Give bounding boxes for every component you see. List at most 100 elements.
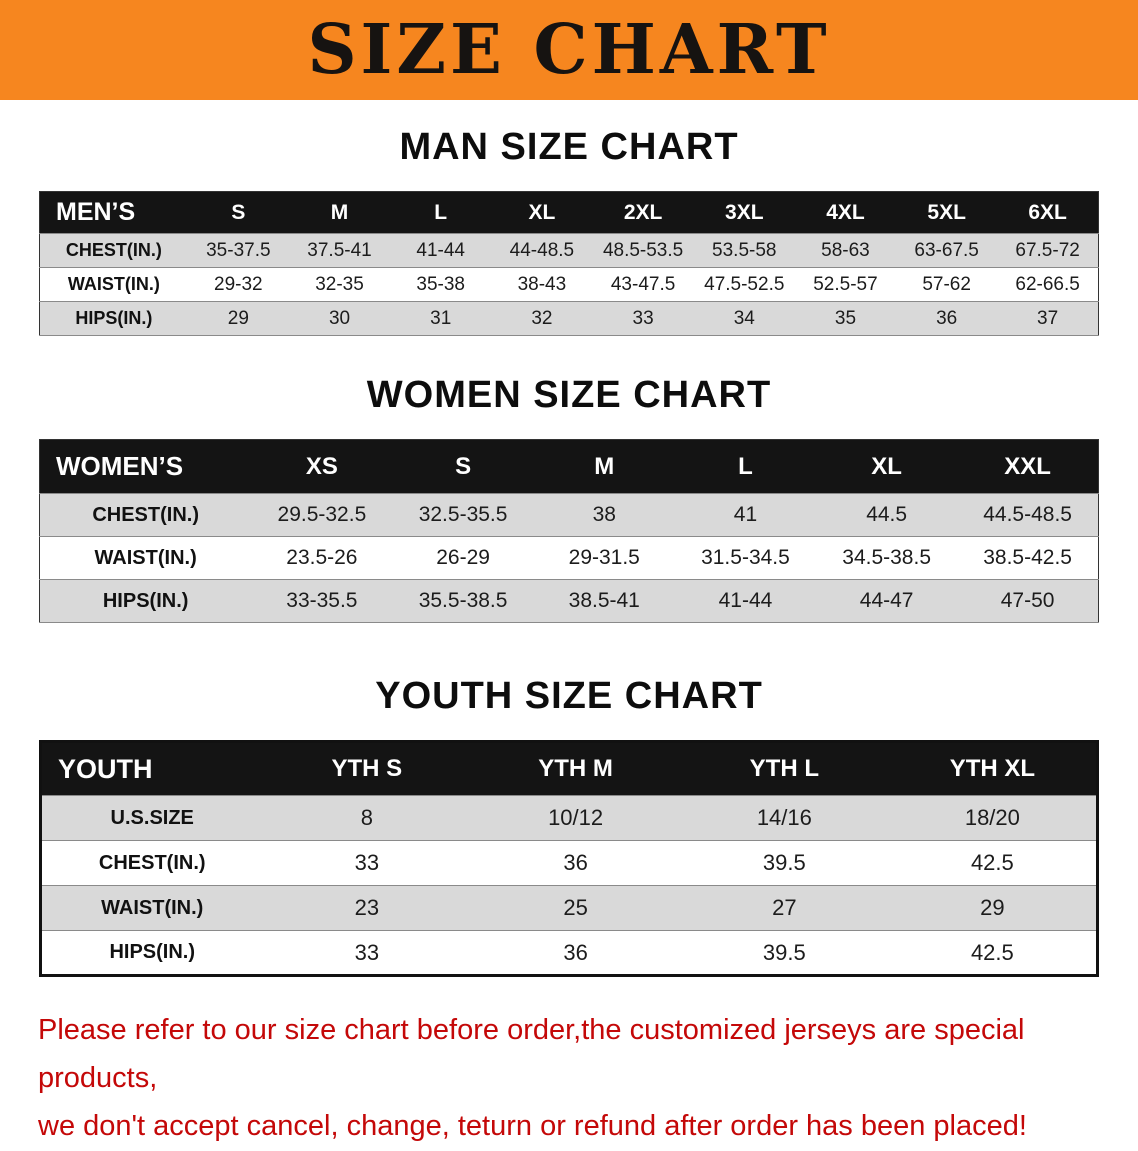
size-value: 33 xyxy=(354,939,380,965)
size-value: 47-50 xyxy=(1000,589,1055,612)
table-row: U.S.SIZE 8 10/12 14/16 18/20 xyxy=(40,795,1098,841)
size-value: 32.5-35.5 xyxy=(418,503,508,526)
table-row: HIPS(IN.) 33-35.5 35.5-38.5 38.5-41 41-44 44-… xyxy=(39,579,1099,623)
size-value: 42.5 xyxy=(970,850,1014,875)
size-column-header: M xyxy=(288,191,391,234)
women-section-heading: WOMEN SIZE CHART xyxy=(366,374,772,416)
size-value: 34.5-38.5 xyxy=(842,546,932,569)
size-value: 35-38 xyxy=(416,273,466,295)
table-title-cell: MEN’S xyxy=(39,191,188,234)
men-section-heading: MAN SIZE CHART xyxy=(399,126,739,168)
table-title-cell: WOMEN’S xyxy=(39,439,252,494)
table-row: HIPS(IN.) 33 36 39.5 42.5 xyxy=(40,930,1098,976)
size-column-header: XL xyxy=(491,191,593,234)
measurement-label: HIPS(IN.) xyxy=(109,941,196,963)
table-row: WAIST(IN.) 23.5-26 26-29 29-31.5 31.5-34.5 34… xyxy=(39,536,1099,580)
size-value: 63-67.5 xyxy=(914,239,979,261)
size-value: 36 xyxy=(563,850,588,875)
youth-size-table: YOUTH YTH S YTH M YTH L YTH XL U.S.SIZE 8 10/12… xyxy=(39,740,1099,977)
measurement-label: CHEST(IN.) xyxy=(98,851,206,874)
size-column-header: YTH L xyxy=(679,741,889,796)
size-value: 44.5 xyxy=(866,503,908,526)
size-column-header: XS xyxy=(251,439,393,494)
table-title-cell: YOUTH xyxy=(40,741,263,796)
size-value: 35.5-38.5 xyxy=(418,589,508,612)
size-value: 41-44 xyxy=(718,589,773,612)
size-value: 31 xyxy=(430,307,452,329)
size-value: 36 xyxy=(563,939,588,965)
size-value: 58-63 xyxy=(821,239,870,261)
measurement-label: HIPS(IN.) xyxy=(75,308,153,328)
size-column-header: S xyxy=(187,191,289,234)
size-value: 33 xyxy=(354,850,380,875)
banner-title: SIZE CHART xyxy=(307,10,831,90)
size-value: 38 xyxy=(592,503,616,526)
size-value: 52.5-57 xyxy=(813,273,878,295)
size-value: 33 xyxy=(632,307,654,329)
measurement-label: WAIST(IN.) xyxy=(94,546,197,569)
women-size-table: WOMEN’S XS S M L XL XXL CHEST(IN.) 29.5-32.5 32.5… xyxy=(39,439,1099,623)
size-column-header: 5XL xyxy=(896,191,998,234)
size-value: 33-35.5 xyxy=(286,589,358,612)
size-value: 37.5-41 xyxy=(307,239,372,261)
size-column-header: 3XL xyxy=(693,191,795,234)
size-value: 47.5-52.5 xyxy=(704,273,785,295)
size-value: 8 xyxy=(360,805,373,830)
size-value: 35-37.5 xyxy=(206,239,271,261)
size-value: 53.5-58 xyxy=(712,239,777,261)
men-size-table: MEN’S S M L XL 2XL 3XL 4XL 5XL 6XL CHEST(IN.) 35-37… xyxy=(39,191,1099,336)
size-value: 14/16 xyxy=(756,805,812,830)
size-value: 27 xyxy=(772,895,797,920)
size-column-header: XL xyxy=(816,439,958,494)
size-column-header: XXL xyxy=(957,439,1099,494)
size-value: 39.5 xyxy=(762,939,806,965)
size-column-header: YTH XL xyxy=(888,741,1098,796)
size-value: 23 xyxy=(354,895,380,920)
size-column-header: YTH M xyxy=(471,741,680,796)
footer-disclaimer-line1: Please refer to our size chart before or… xyxy=(38,1014,1025,1094)
size-value: 18/20 xyxy=(964,805,1020,830)
footer-disclaimer-line2: we don't accept cancel, change, teturn o… xyxy=(38,1109,1027,1142)
size-value: 10/12 xyxy=(548,805,604,830)
footer-disclaimer: Please refer to our size chart before or… xyxy=(38,1007,1112,1151)
table-row: CHEST(IN.) 35-37.5 37.5-41 41-44 44-48.5 48.5… xyxy=(39,233,1099,268)
size-column-header: 2XL xyxy=(592,191,694,234)
size-value: 29-31.5 xyxy=(568,546,640,569)
header-row: YOUTH YTH S YTH M YTH L YTH XL xyxy=(40,741,1098,796)
size-value: 44.5-48.5 xyxy=(983,503,1072,526)
size-value: 38.5-42.5 xyxy=(983,546,1072,569)
size-value: 25 xyxy=(563,895,588,920)
size-column-header: 6XL xyxy=(997,191,1099,234)
size-value: 48.5-53.5 xyxy=(602,239,684,261)
size-value: 41-44 xyxy=(416,239,466,261)
size-value: 57-62 xyxy=(922,273,971,295)
table-row: HIPS(IN.) 29 30 31 32 33 34 35 36 37 xyxy=(39,301,1099,336)
table-row: CHEST(IN.) 33 36 39.5 42.5 xyxy=(40,840,1098,886)
size-value: 30 xyxy=(328,307,351,329)
measurement-label: HIPS(IN.) xyxy=(102,589,189,612)
size-value: 31.5-34.5 xyxy=(701,546,790,569)
measurement-label: WAIST(IN.) xyxy=(67,274,160,294)
measurement-label: WAIST(IN.) xyxy=(101,896,204,919)
size-value: 35 xyxy=(834,307,857,329)
size-value: 29.5-32.5 xyxy=(277,503,367,526)
size-value: 44-47 xyxy=(859,589,914,612)
size-value: 23.5-26 xyxy=(286,546,358,569)
table-row: WAIST(IN.) 23 25 27 29 xyxy=(40,885,1098,931)
header-row: MEN’S S M L XL 2XL 3XL 4XL 5XL 6XL xyxy=(39,191,1099,234)
size-value: 39.5 xyxy=(762,850,806,875)
size-value: 36 xyxy=(936,307,958,329)
table-row: CHEST(IN.) 29.5-32.5 32.5-35.5 38 41 44.5 44.5… xyxy=(39,493,1099,537)
size-value: 29 xyxy=(980,895,1005,920)
size-value: 62-66.5 xyxy=(1015,273,1080,295)
size-value: 29-32 xyxy=(214,273,263,295)
size-value: 41 xyxy=(733,503,758,526)
measurement-label: CHEST(IN.) xyxy=(65,240,162,260)
size-value: 32-35 xyxy=(315,273,364,295)
table-row: WAIST(IN.) 29-32 32-35 35-38 38-43 43-47.5 47.… xyxy=(39,267,1099,302)
youth-section-heading: YOUTH SIZE CHART xyxy=(375,675,763,717)
size-value: 37 xyxy=(1037,307,1059,329)
header-row: WOMEN’S XS S M L XL XXL xyxy=(39,439,1099,494)
measurement-label: U.S.SIZE xyxy=(110,806,194,829)
size-value: 38.5-41 xyxy=(568,589,640,612)
